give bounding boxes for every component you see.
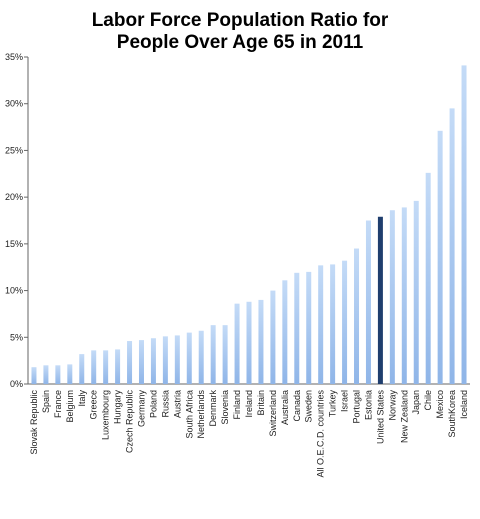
bar xyxy=(43,365,49,384)
bar xyxy=(461,65,467,384)
x-tick-label: Austria xyxy=(172,390,182,418)
x-tick-label: Japan xyxy=(411,390,421,415)
bar xyxy=(234,303,240,384)
x-tick-label: Slovenia xyxy=(220,390,230,425)
x-tick-label: Estonia xyxy=(363,390,373,420)
x-tick-label: Turkey xyxy=(328,390,338,418)
x-tick-label: Canada xyxy=(292,390,302,422)
x-tick-label: Slovak Republic xyxy=(29,390,39,455)
bar xyxy=(330,264,336,384)
bar xyxy=(150,338,156,384)
bar xyxy=(449,108,455,384)
x-tick-label: Czech Republic xyxy=(125,390,135,454)
x-tick-label: Sweden xyxy=(304,390,314,423)
bar xyxy=(198,330,204,384)
x-tick-label: France xyxy=(53,390,63,418)
x-tick-label: Germany xyxy=(136,390,146,428)
bar xyxy=(294,272,300,384)
x-tick-label: All O.E.C.D. countries xyxy=(316,390,326,478)
x-tick-label: Finland xyxy=(232,390,242,420)
x-tick-label: Norway xyxy=(387,390,397,421)
bar xyxy=(437,130,443,384)
y-tick-label: 5% xyxy=(10,332,23,342)
bar xyxy=(306,271,312,384)
x-tick-label: Poland xyxy=(148,390,158,418)
bar xyxy=(174,335,180,384)
x-tick-label: Australia xyxy=(280,390,290,425)
y-tick-label: 30% xyxy=(5,99,23,109)
x-tick-label: South Africa xyxy=(184,390,194,439)
x-tick-label: Netherlands xyxy=(196,390,206,439)
x-tick-label: SouthKorea xyxy=(447,390,457,438)
bar xyxy=(270,290,276,384)
bar xyxy=(55,365,61,384)
bar xyxy=(365,220,371,384)
y-tick-label: 35% xyxy=(5,52,23,62)
bar xyxy=(210,325,216,384)
x-tick-label: Israel xyxy=(340,390,350,412)
x-tick-label: Luxembourg xyxy=(101,390,111,440)
x-tick-label: Ireland xyxy=(244,390,254,418)
y-tick-label: 20% xyxy=(5,192,23,202)
x-tick-label: Britain xyxy=(256,390,266,416)
bar xyxy=(186,332,192,384)
x-tick-label: Russia xyxy=(160,390,170,418)
x-tick-label: Portugal xyxy=(352,390,362,424)
bar-highlighted xyxy=(377,216,383,384)
bar xyxy=(222,325,228,384)
bar xyxy=(389,210,395,384)
x-tick-label: Spain xyxy=(41,390,51,413)
bar xyxy=(103,350,109,384)
y-tick-label: 10% xyxy=(5,286,23,296)
bar xyxy=(138,340,144,384)
bar xyxy=(318,265,324,384)
x-tick-label: New Zealand xyxy=(399,390,409,443)
x-tick-label: Belgium xyxy=(65,390,75,423)
bar xyxy=(282,280,288,384)
bar xyxy=(79,354,85,384)
bar xyxy=(401,207,407,384)
bar xyxy=(246,301,252,384)
y-tick-label: 0% xyxy=(10,379,23,389)
x-tick-label: Switzerland xyxy=(268,390,278,437)
bar xyxy=(115,349,121,384)
bar xyxy=(162,336,168,384)
x-tick-label: Chile xyxy=(423,390,433,411)
bar xyxy=(31,367,37,384)
x-tick-label: Iceland xyxy=(459,390,469,419)
y-tick-label: 25% xyxy=(5,145,23,155)
bar xyxy=(354,248,360,384)
x-tick-label: Italy xyxy=(77,390,87,407)
x-tick-label: Greece xyxy=(89,390,99,420)
chart-title-line-2: People Over Age 65 in 2011 xyxy=(116,32,364,53)
x-tick-label: Hungary xyxy=(113,390,123,425)
bar xyxy=(127,341,133,384)
bar xyxy=(91,350,97,384)
x-tick-label: United States xyxy=(375,390,385,445)
bar xyxy=(425,172,431,384)
chart-title-line-1: Labor Force Population Ratio for xyxy=(91,10,389,31)
bar xyxy=(342,260,348,384)
bar xyxy=(413,200,419,384)
y-tick-label: 15% xyxy=(5,239,23,249)
bar xyxy=(67,364,73,384)
x-tick-label: Denmark xyxy=(208,390,218,427)
x-tick-label: Mexico xyxy=(435,390,445,419)
bar xyxy=(258,299,264,384)
